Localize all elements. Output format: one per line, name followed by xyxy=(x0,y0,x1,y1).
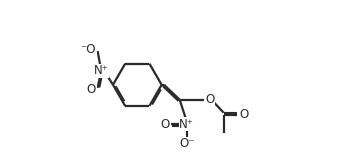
Text: O: O xyxy=(205,93,214,106)
Text: ⁻O: ⁻O xyxy=(81,43,96,56)
Text: O: O xyxy=(160,118,170,130)
Text: N⁺: N⁺ xyxy=(179,118,194,130)
Text: O: O xyxy=(87,83,96,96)
Text: O: O xyxy=(239,108,248,121)
Text: O⁻: O⁻ xyxy=(179,137,195,150)
Text: N⁺: N⁺ xyxy=(94,64,108,77)
